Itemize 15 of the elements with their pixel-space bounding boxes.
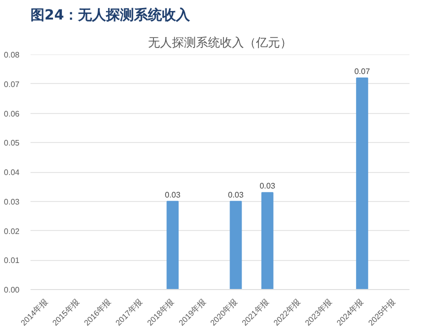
data-label: 0.03 <box>228 190 244 200</box>
text: 0.07 <box>4 80 20 89</box>
text: 0.06 <box>4 109 20 118</box>
text: 0.02 <box>4 226 20 236</box>
chart-subtitle: 无人探测系统收入（亿元） <box>148 36 292 50</box>
text: 0.04 <box>4 168 20 177</box>
text: 0.05 <box>4 138 20 148</box>
data-label: 0.03 <box>164 190 181 200</box>
chart-title: 图24：无人探测系统收入 <box>30 6 191 24</box>
data-label: 0.03 <box>260 182 276 191</box>
data-label: 0.07 <box>354 67 370 76</box>
text: 0.08 <box>4 50 20 60</box>
text: 0.01 <box>4 256 20 266</box>
text: 0.03 <box>4 197 20 206</box>
text: 0.00 <box>4 286 20 294</box>
